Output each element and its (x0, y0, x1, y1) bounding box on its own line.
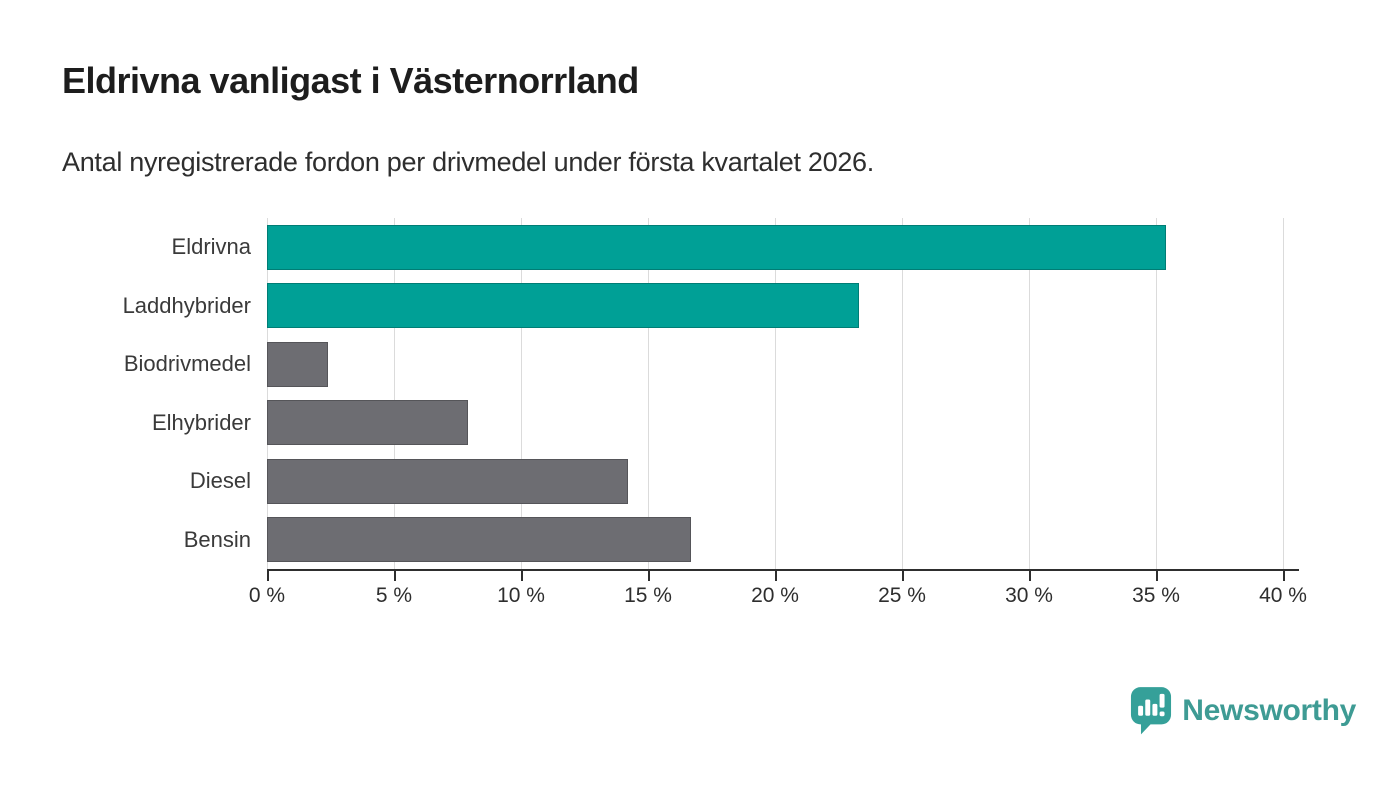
category-axis: Eldrivna Laddhybrider Biodrivmedel Elhybrid… (0, 218, 251, 569)
bar-diesel (267, 458, 628, 504)
x-axis-tick-label: 0 % (248, 584, 286, 607)
bar-laddhybrider (267, 283, 859, 329)
x-axis-tick-label: 35 % (1132, 584, 1180, 607)
x-axis-tick-label: 30 % (1005, 584, 1053, 607)
x-axis-tick (902, 569, 904, 581)
page-title: Eldrivna vanligast i Västernorrland (62, 60, 639, 101)
x-axis-tick (775, 569, 777, 581)
x-axis-tick (521, 569, 523, 581)
logo-bar-glyphs (1138, 693, 1165, 717)
gridline (521, 218, 522, 569)
bar-elhybrider (267, 400, 468, 446)
page-subtitle: Antal nyregistrerade fordon per drivmede… (62, 147, 874, 177)
category-label: Laddhybrider (122, 292, 251, 318)
x-axis-tick (1156, 569, 1158, 581)
x-axis-tick (1029, 569, 1031, 581)
x-axis-tick-label: 20 % (751, 584, 799, 607)
bar-biodrivmedel (267, 341, 328, 387)
category-label: Eldrivna (171, 234, 251, 260)
x-axis-tick-label: 10 % (497, 584, 545, 607)
category-label: Bensin (183, 526, 251, 552)
x-axis-tick-label: 15 % (624, 584, 672, 607)
x-axis-tick (1283, 569, 1285, 581)
category-label: Diesel (189, 468, 251, 494)
bar-eldrivna (267, 224, 1167, 270)
gridline (394, 218, 395, 569)
gridline (1283, 218, 1284, 569)
plot-area (267, 218, 1284, 569)
gridline (775, 218, 776, 569)
gridline (648, 218, 649, 569)
x-axis-tick (648, 569, 650, 581)
newsworthy-logo-text: Newsworthy (1182, 694, 1356, 727)
newsworthy-logo-icon (1131, 687, 1172, 735)
x-axis-tick-label: 5 % (375, 584, 413, 607)
category-label: Elhybrider (151, 409, 251, 435)
x-axis-tick (394, 569, 396, 581)
gridline (1156, 218, 1157, 569)
gridline (902, 218, 903, 569)
category-label: Biodrivmedel (123, 351, 251, 377)
x-axis-tick (267, 569, 269, 581)
gridline (267, 218, 268, 569)
newsworthy-logo: Newsworthy (1130, 686, 1356, 736)
gridline (1029, 218, 1030, 569)
x-axis-tick-label: 40 % (1259, 584, 1307, 607)
x-axis-tick-label: 25 % (878, 584, 926, 607)
x-axis-line (267, 569, 1299, 571)
bar-bensin (267, 517, 692, 563)
